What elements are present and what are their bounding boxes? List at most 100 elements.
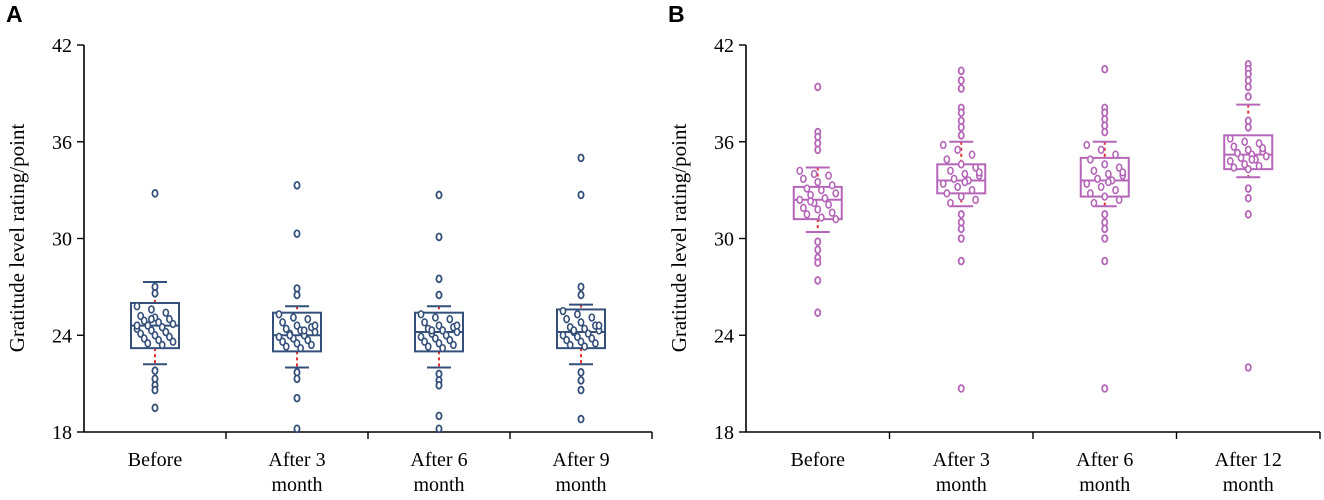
y-axis-title: Gratitude level rating/point	[667, 124, 691, 353]
outlier-point	[957, 210, 965, 219]
data-point	[275, 310, 283, 319]
data-point	[133, 321, 141, 330]
data-point	[1234, 148, 1241, 158]
outlier-point	[957, 122, 965, 132]
box-iqr	[792, 185, 843, 221]
data-point	[595, 321, 603, 330]
data-point	[1094, 174, 1101, 184]
outlier-point	[151, 385, 159, 395]
data-point	[972, 195, 980, 205]
data-point	[957, 192, 965, 201]
data-point	[803, 210, 811, 219]
data-point	[968, 150, 976, 159]
outlier-point	[1101, 256, 1109, 266]
data-point	[449, 340, 457, 350]
outlier-point	[435, 411, 443, 421]
data-point	[968, 185, 976, 195]
outlier-point	[577, 153, 585, 163]
data-point	[147, 314, 155, 324]
x-tick-label-line: month	[413, 474, 464, 496]
data-point	[807, 197, 814, 206]
data-point	[431, 313, 439, 322]
outlier-point	[577, 282, 585, 292]
data-point	[828, 181, 836, 190]
data-point	[162, 327, 170, 337]
box-group	[1223, 60, 1274, 372]
boxes	[792, 60, 1274, 393]
outlier-point	[1101, 224, 1109, 234]
outlier-point	[293, 290, 301, 300]
box-group	[414, 190, 464, 434]
data-point	[1119, 168, 1127, 177]
data-point	[817, 185, 825, 195]
outlier-point	[814, 276, 822, 285]
axes	[83, 45, 652, 433]
data-point	[1230, 163, 1238, 172]
data-point	[1248, 155, 1256, 164]
box-iqr	[556, 308, 606, 350]
outlier-point	[435, 232, 443, 242]
outlier-point	[814, 145, 822, 155]
data-point	[592, 339, 599, 348]
outlier-point	[435, 424, 443, 434]
data-point	[810, 169, 818, 179]
data-point	[169, 319, 177, 329]
data-point	[961, 177, 969, 187]
outlier-point	[1101, 234, 1109, 243]
data-point	[1241, 137, 1249, 146]
data-point	[1097, 182, 1105, 192]
data-point	[1083, 179, 1091, 188]
outlier-point	[577, 368, 585, 377]
data-point	[975, 168, 983, 177]
y-tick-label: 24	[714, 325, 734, 347]
outlier-point	[957, 234, 965, 243]
box-group	[792, 82, 843, 317]
data-point	[1112, 185, 1119, 195]
y-tick-label: 42	[52, 35, 72, 57]
data-point	[796, 166, 804, 175]
data-point	[814, 205, 822, 214]
x-tick-label: Before	[128, 449, 183, 471]
data-point	[307, 340, 315, 350]
boxes	[130, 153, 606, 434]
outlier-point	[957, 66, 965, 76]
x-tick-label-line: After 6	[410, 449, 467, 471]
data-point	[563, 314, 570, 324]
data-point	[282, 342, 290, 351]
x-tick-label-line: month	[1223, 474, 1274, 496]
x-tick-label-line: month	[555, 474, 606, 496]
outlier-point	[151, 366, 159, 376]
data-point	[828, 208, 836, 217]
outlier-point	[957, 256, 965, 266]
data-point	[1259, 144, 1267, 153]
data-point	[588, 313, 596, 322]
outlier-point	[957, 131, 965, 140]
outlier-point	[435, 290, 443, 300]
outlier-point	[814, 308, 822, 317]
outlier-point	[577, 190, 585, 200]
data-point	[162, 308, 170, 317]
data-point	[417, 310, 425, 319]
outlier-point	[577, 414, 585, 424]
data-point	[286, 331, 294, 340]
data-point	[954, 182, 962, 192]
x-tick-label-line: month	[1079, 474, 1130, 496]
y-tick-label: 42	[714, 35, 734, 57]
data-point	[297, 343, 304, 353]
data-point	[1086, 155, 1094, 164]
x-ticks: Before After 3 month After 6 month After 12 mo…	[791, 432, 1321, 496]
data-point	[799, 174, 807, 184]
y-tick-label: 36	[52, 132, 72, 154]
data-point	[1090, 166, 1098, 175]
outlier-point	[293, 180, 301, 190]
data-point	[1101, 192, 1109, 201]
outlier-point	[151, 189, 159, 198]
data-point	[1086, 189, 1094, 198]
x-tick-label: After 3 month	[933, 449, 990, 496]
panel-b: B Gratitude level rating/point 18 24 30 36 4…	[667, 1, 1321, 496]
outlier-point	[814, 258, 822, 267]
box-group	[1079, 64, 1130, 393]
data-point	[825, 200, 832, 209]
outlier-point	[814, 82, 822, 92]
